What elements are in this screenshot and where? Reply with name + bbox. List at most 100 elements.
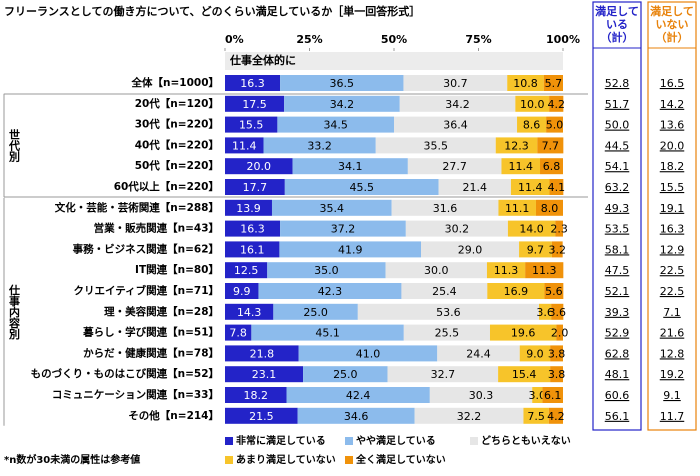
total-value: 39.3 — [605, 306, 630, 319]
total-value: 58.1 — [605, 243, 630, 256]
section-band — [225, 52, 563, 70]
column-header: （計） — [656, 30, 689, 44]
bar-segment — [519, 241, 552, 258]
value-label: 3.6 — [536, 306, 554, 319]
total-value: 22.5 — [660, 264, 685, 277]
value-label: 30.7 — [443, 77, 468, 90]
total-value: 11.7 — [660, 410, 685, 423]
value-label: 10.0 — [520, 98, 545, 111]
value-label: 25.0 — [303, 306, 328, 319]
bar-segment — [551, 303, 564, 320]
value-label: 42.4 — [346, 389, 371, 402]
value-label: 45.5 — [349, 181, 374, 194]
value-label: 25.4 — [432, 285, 457, 298]
value-label: 16.1 — [240, 243, 265, 256]
bar-segment — [225, 199, 272, 216]
value-label: 7.8 — [229, 327, 247, 340]
column-header: （計） — [601, 30, 634, 44]
legend-swatch — [345, 456, 353, 464]
column-header: 満足して — [650, 4, 694, 18]
value-label: 16.3 — [240, 223, 265, 236]
value-label: 17.5 — [242, 98, 267, 111]
bar-segment — [550, 366, 563, 383]
total-value: 60.6 — [605, 389, 630, 402]
y-tick-label: クリエイティブ関連【n=71】 — [73, 284, 219, 297]
legend-label: 非常に満足している — [236, 434, 326, 447]
value-label: 21.5 — [249, 410, 274, 423]
section-label: 仕事全体的に — [229, 53, 296, 67]
bar-segment — [519, 345, 551, 362]
bar-segment — [225, 324, 252, 341]
x-tick-label: 75% — [465, 33, 491, 46]
legend-label: やや満足している — [356, 434, 436, 447]
total-value: 62.8 — [605, 347, 630, 360]
total-value: 50.0 — [605, 119, 630, 132]
bar-segment — [225, 241, 280, 258]
value-label: 14.0 — [519, 223, 544, 236]
value-label: 21.4 — [463, 181, 488, 194]
bar-segment — [551, 241, 563, 258]
value-label: 25.5 — [435, 327, 460, 340]
y-tick-label: 文化・芸能・芸術関連【n=288】 — [54, 201, 219, 214]
bar-segment — [225, 407, 298, 424]
value-label: 36.4 — [443, 119, 468, 132]
bar-segment — [284, 179, 439, 195]
y-tick-label: 40代【n=220】 — [135, 138, 219, 151]
total-value: 47.5 — [605, 264, 630, 277]
value-label: 10.8 — [513, 77, 538, 90]
x-tick-label: 0% — [225, 33, 244, 46]
value-label: 42.3 — [318, 285, 343, 298]
bar-segment — [403, 324, 490, 341]
value-label: 19.6 — [511, 327, 536, 340]
value-label: 27.7 — [442, 160, 467, 173]
bar-segment — [284, 95, 400, 112]
value-label: 21.8 — [250, 347, 275, 360]
value-label: 18.2 — [244, 389, 269, 402]
value-label: 25.0 — [333, 368, 358, 381]
value-label: 6.8 — [543, 160, 561, 173]
value-label: 3.2 — [549, 243, 567, 256]
value-label: 31.6 — [433, 202, 458, 215]
bar-segment — [280, 75, 404, 91]
value-label: 32.2 — [457, 410, 482, 423]
value-label: 9.9 — [233, 285, 251, 298]
bar-segment — [437, 345, 520, 362]
bar-segment — [225, 220, 281, 237]
total-value: 12.8 — [660, 347, 685, 360]
value-label: 30.0 — [424, 264, 449, 277]
bar-segment — [394, 116, 518, 133]
total-value: 49.3 — [605, 202, 630, 215]
bar-segment — [429, 387, 533, 403]
value-label: 2.3 — [550, 223, 568, 236]
bar-segment — [225, 366, 304, 383]
bar-segment — [555, 220, 563, 237]
bar-segment — [225, 262, 268, 279]
value-label: 12.3 — [504, 139, 529, 152]
value-label: 29.0 — [458, 243, 483, 256]
bar-segment — [225, 283, 259, 299]
value-label: 11.4 — [509, 160, 534, 173]
value-label: 12.5 — [234, 264, 259, 277]
value-label: 2.0 — [551, 327, 569, 340]
bar-segment — [271, 199, 392, 216]
total-value: 19.2 — [660, 368, 685, 381]
bar-segment — [549, 179, 564, 195]
total-value: 52.9 — [605, 327, 630, 340]
total-value: 54.1 — [605, 160, 630, 173]
value-label: 23.1 — [252, 368, 277, 381]
bar-segment — [298, 345, 438, 362]
column-box — [647, 1, 697, 431]
bar-segment — [385, 262, 487, 279]
bar-segment — [225, 345, 299, 362]
value-label: 8.6 — [523, 119, 541, 132]
total-value: 21.6 — [660, 327, 685, 340]
bar-segment — [399, 95, 516, 112]
bar-segment — [225, 75, 281, 91]
group-label: 仕事内容別 — [8, 283, 22, 340]
legend-label: あまり満足していない — [236, 453, 336, 466]
bar-segment — [546, 116, 563, 133]
value-label: 30.2 — [445, 223, 470, 236]
bar-segment — [279, 241, 422, 258]
legend-swatch — [345, 437, 353, 445]
